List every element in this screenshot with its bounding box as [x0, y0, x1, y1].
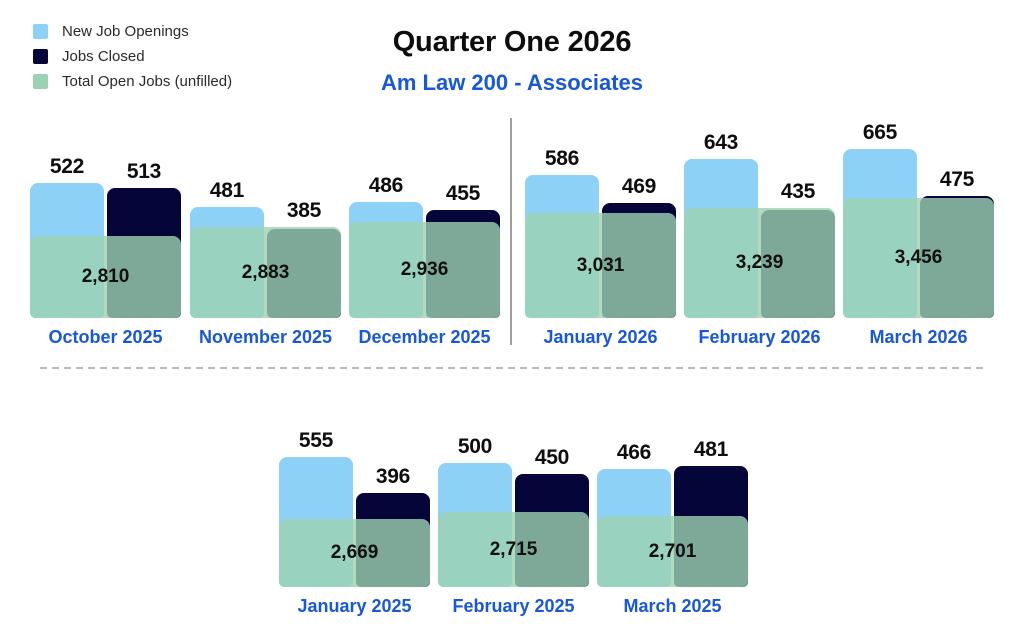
total-open-jobs-value: 3,239	[735, 252, 784, 273]
jobs-closed-value: 385	[286, 199, 322, 222]
new-job-openings-value: 486	[368, 174, 404, 197]
total-open-jobs-overlay	[349, 222, 500, 318]
new-job-openings-swatch-icon	[33, 24, 48, 39]
total-open-jobs-overlay	[525, 213, 676, 318]
total-open-jobs-value: 2,701	[648, 540, 697, 562]
jobs-closed-value: 481	[693, 438, 729, 461]
legend-item-jobs-closed: Jobs Closed	[33, 44, 232, 69]
jobs-closed-value: 450	[534, 446, 570, 469]
new-job-openings-value: 586	[544, 147, 580, 170]
total-open-jobs-value: 2,810	[81, 266, 130, 287]
new-job-openings-value: 500	[457, 435, 493, 458]
total-open-jobs-swatch-icon	[33, 74, 48, 89]
total-open-jobs-value: 2,715	[489, 538, 538, 560]
jobs-closed-value: 469	[621, 175, 657, 198]
new-job-openings-value: 665	[862, 121, 898, 144]
jobs-closed-value: 396	[375, 465, 411, 488]
legend-label-jobs-closed: Jobs Closed	[62, 48, 145, 65]
month-label: October 2025	[48, 327, 163, 347]
total-open-jobs-value: 3,031	[576, 254, 625, 276]
total-open-jobs-overlay	[279, 519, 430, 587]
legend-item-total-open-jobs: Total Open Jobs (unfilled)	[33, 69, 232, 94]
chart-subtitle: Am Law 200 - Associates	[380, 70, 644, 95]
total-open-jobs-overlay	[190, 227, 341, 318]
month-group: 586 469 3,031 January 2026	[525, 118, 676, 347]
jobs-closed-swatch-icon	[33, 49, 48, 64]
month-group: 522 513 2,810 October 2025	[30, 118, 181, 347]
total-open-jobs-value: 2,936	[400, 259, 449, 280]
new-job-openings-value: 466	[616, 441, 652, 464]
month-label: December 2025	[358, 327, 491, 347]
total-open-jobs-value: 2,883	[241, 261, 290, 283]
total-open-jobs-value: 3,456	[894, 247, 943, 268]
total-open-jobs-overlay	[30, 236, 181, 318]
month-group: 665 475 3,456 March 2026	[843, 118, 994, 347]
total-open-jobs-overlay	[438, 512, 589, 587]
month-label: February 2026	[698, 327, 821, 347]
month-group: 643 435 3,239 February 2026	[684, 118, 835, 347]
jobs-closed-value: 455	[445, 182, 481, 205]
new-job-openings-value: 643	[703, 131, 739, 154]
month-group: 486 455 2,936 December 2025	[349, 118, 500, 347]
year-divider-dashed-line	[40, 367, 985, 369]
legend-label-new-job-openings: New Job Openings	[62, 23, 189, 40]
legend-item-new-job-openings: New Job Openings	[33, 19, 232, 44]
month-group: 466 481 2,701 March 2025	[597, 387, 748, 616]
total-open-jobs-overlay	[843, 198, 994, 318]
month-label: March 2026	[869, 327, 968, 347]
total-open-jobs-overlay	[684, 208, 835, 318]
jobs-closed-value: 435	[780, 180, 816, 203]
month-group: 500 450 2,715 February 2025	[438, 387, 589, 616]
total-open-jobs-value: 2,669	[330, 542, 379, 563]
month-label: January 2025	[297, 596, 412, 616]
new-job-openings-value: 522	[49, 155, 85, 178]
new-job-openings-value: 481	[209, 179, 245, 202]
month-label: March 2025	[623, 596, 722, 616]
new-job-openings-value: 555	[298, 429, 334, 452]
legend: New Job Openings Jobs Closed Total Open …	[33, 19, 232, 94]
month-label: February 2025	[452, 596, 575, 616]
legend-label-total-open-jobs: Total Open Jobs (unfilled)	[62, 73, 233, 90]
chart-title: Quarter One 2026	[392, 26, 632, 58]
total-open-jobs-overlay	[597, 516, 748, 587]
month-label: November 2025	[198, 327, 333, 347]
jobs-closed-value: 513	[126, 160, 162, 183]
month-group: 481 385 2,883 November 2025	[190, 118, 341, 347]
jobs-closed-value: 475	[939, 168, 975, 191]
month-label: January 2026	[543, 327, 658, 347]
quarter-divider-line	[510, 118, 512, 345]
month-group: 555 396 2,669 January 2025	[279, 387, 430, 616]
